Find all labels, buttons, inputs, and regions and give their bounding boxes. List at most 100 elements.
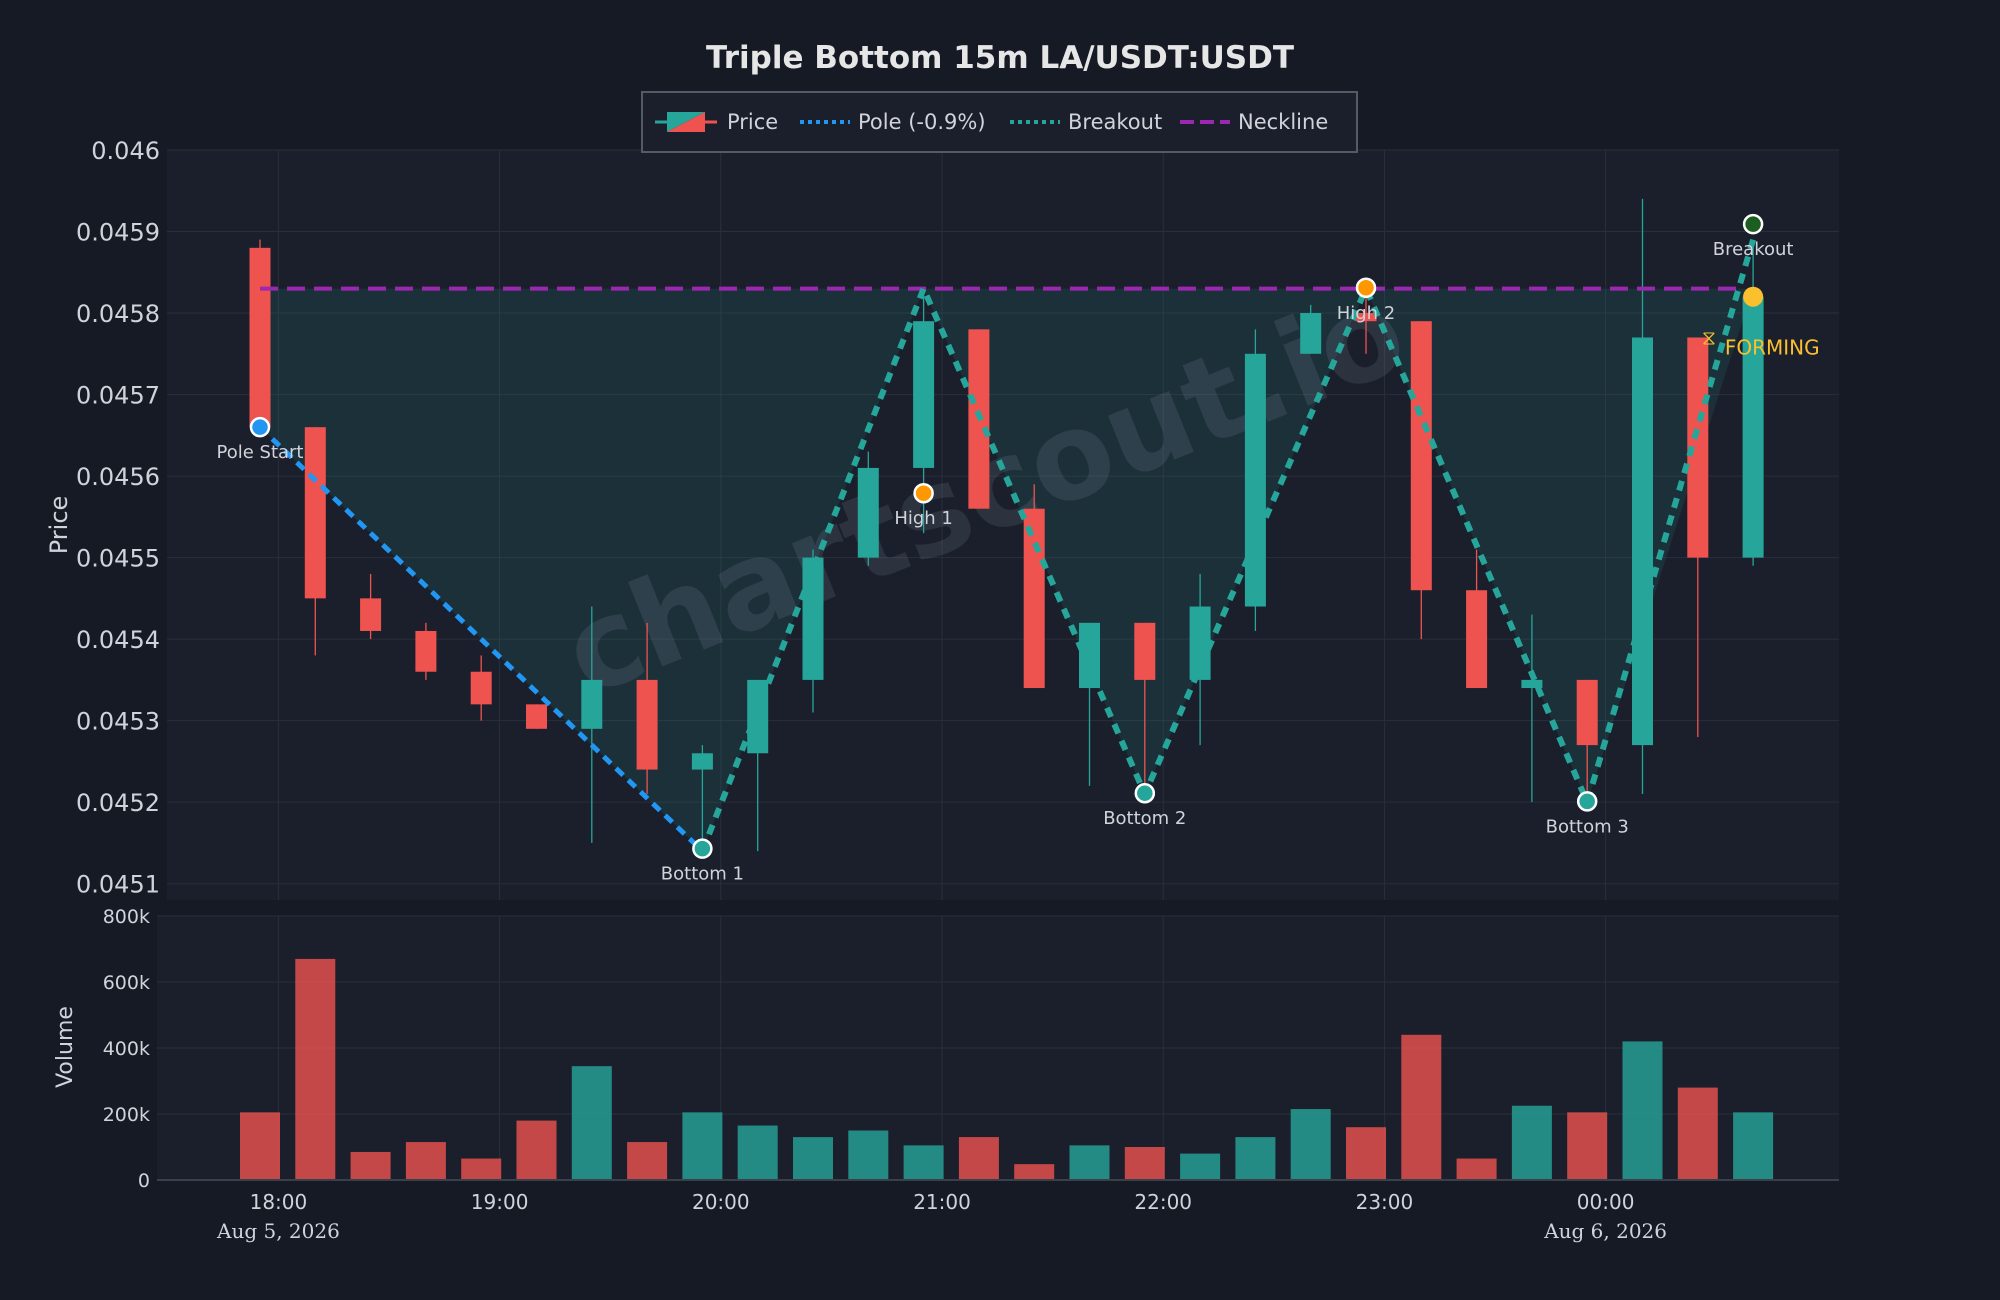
bottom-marker — [1576, 791, 1598, 812]
volume-bar — [350, 1151, 391, 1180]
legend: Price Pole (-0.9%) Breakout Neckline — [641, 91, 1358, 153]
date-tick-label: Aug 6, 2026 — [1543, 1219, 1667, 1243]
breakout-marker — [1742, 213, 1764, 235]
volume-bar — [1124, 1147, 1165, 1180]
annotation-markers: Pole Start Bottom 1 High 1 Bottom 2 High 2 Bo… — [217, 213, 1820, 885]
volume-bar — [1733, 1112, 1774, 1180]
volume-bar — [793, 1137, 833, 1180]
volume-bar — [627, 1142, 668, 1180]
status-forming-label: FORMING — [1725, 336, 1820, 360]
candle-body — [581, 679, 603, 729]
price-tick-label: 0.0456 — [76, 463, 160, 491]
candle-body — [360, 598, 382, 631]
time-tick-label: 00:00 — [1577, 1190, 1635, 1214]
volume-bar — [1290, 1109, 1331, 1180]
volume-bar — [1014, 1164, 1055, 1180]
candle-body — [304, 427, 326, 599]
price-tick-label: 0.0453 — [76, 708, 160, 736]
bottom-marker — [1134, 782, 1156, 804]
price-tick-label: 0.0451 — [76, 871, 160, 899]
candle-body — [249, 247, 271, 428]
candle-body — [1079, 622, 1100, 689]
volume-bar — [1567, 1112, 1608, 1180]
volume-bar — [461, 1158, 502, 1180]
volume-bar — [848, 1130, 889, 1180]
legend-label-pole: Pole (-0.9%) — [858, 110, 986, 134]
volume-bar — [1180, 1153, 1221, 1180]
candle-body — [1632, 337, 1653, 746]
breakout-line — [699, 238, 1756, 853]
time-tick-label: 18:00 — [250, 1190, 308, 1214]
candle-body — [1410, 321, 1432, 591]
legend-label-neckline: Neckline — [1238, 110, 1328, 134]
volume-bar — [1622, 1041, 1663, 1180]
time-tick-label: 21:00 — [913, 1190, 971, 1214]
axes: 0.0451 0.0452 0.0453 0.0454 0.0455 0.0456 0.04… — [45, 137, 1839, 1243]
hourglass-icon: ⧖ — [1702, 326, 1716, 350]
volume-tick-label: 0 — [138, 1170, 150, 1192]
time-tick-label: 19:00 — [471, 1190, 529, 1214]
candle-body — [1244, 353, 1266, 607]
candle-body — [1134, 622, 1156, 680]
candle-body — [857, 467, 879, 558]
price-tick-label: 0.0452 — [76, 789, 160, 817]
time-tick-label: 22:00 — [1134, 1190, 1192, 1214]
bottom-marker — [692, 838, 713, 859]
annotation-label: Bottom 1 — [661, 864, 744, 885]
volume-bar — [405, 1142, 446, 1180]
volume-bar — [958, 1137, 999, 1180]
candle-body — [1521, 679, 1543, 689]
price-tick-label: 0.046 — [91, 137, 160, 165]
annotation-label: Bottom 2 — [1103, 808, 1186, 829]
time-tick-label: 23:00 — [1356, 1190, 1414, 1214]
legend-box — [641, 91, 1358, 153]
candle-body — [1576, 679, 1598, 746]
price-tick-label: 0.0458 — [76, 300, 160, 328]
annotation-label: High 1 — [894, 508, 953, 529]
price-tick-label: 0.0454 — [76, 626, 160, 654]
annotation-label: Bottom 3 — [1546, 816, 1629, 837]
volume-bar — [1069, 1145, 1110, 1180]
candle-body — [1023, 508, 1045, 689]
candle-body — [802, 557, 824, 680]
legend-swatch-price — [655, 112, 717, 132]
volume-bar — [571, 1066, 612, 1180]
price-axis-label: Price — [45, 496, 73, 555]
pole-marker — [249, 416, 271, 438]
candle-body — [470, 671, 492, 705]
price-tick-label: 0.0457 — [76, 382, 160, 410]
volume-tick-label: 200k — [103, 1104, 150, 1126]
candle-body — [1300, 313, 1322, 354]
volume-bar — [682, 1112, 723, 1180]
high-marker — [1355, 277, 1377, 299]
volume-bars — [240, 958, 1774, 1180]
price-tick-label: 0.0455 — [76, 545, 160, 573]
volume-bar — [1346, 1127, 1386, 1180]
candle-body — [1189, 606, 1211, 680]
volume-bar — [1677, 1087, 1718, 1180]
candle-body — [526, 704, 547, 729]
candle-body — [1355, 313, 1377, 322]
volume-bar — [1235, 1137, 1276, 1180]
pole-line — [258, 425, 705, 853]
candle-body — [415, 630, 437, 672]
candle-body — [691, 753, 713, 770]
pattern-lines — [258, 238, 1756, 853]
legend-price-down-swatch — [667, 112, 705, 132]
pattern-fill — [260, 288, 1754, 852]
pattern-area — [260, 288, 1754, 852]
price-panel — [167, 150, 1839, 900]
volume-bar — [516, 1120, 557, 1180]
current-price-marker — [1743, 286, 1764, 307]
annotation-label: High 2 — [1337, 303, 1396, 324]
annotation-label: Pole Start — [217, 442, 304, 463]
candle-body — [1466, 590, 1488, 689]
volume-tick-label: 600k — [103, 972, 150, 994]
volume-tick-label: 400k — [103, 1038, 150, 1060]
high-marker — [913, 482, 934, 504]
volume-bar — [1401, 1034, 1442, 1180]
candle-body — [1687, 337, 1709, 558]
time-tick-label: 20:00 — [692, 1190, 750, 1214]
legend-label-breakout: Breakout — [1068, 110, 1162, 134]
volume-tick-label: 800k — [103, 906, 150, 928]
